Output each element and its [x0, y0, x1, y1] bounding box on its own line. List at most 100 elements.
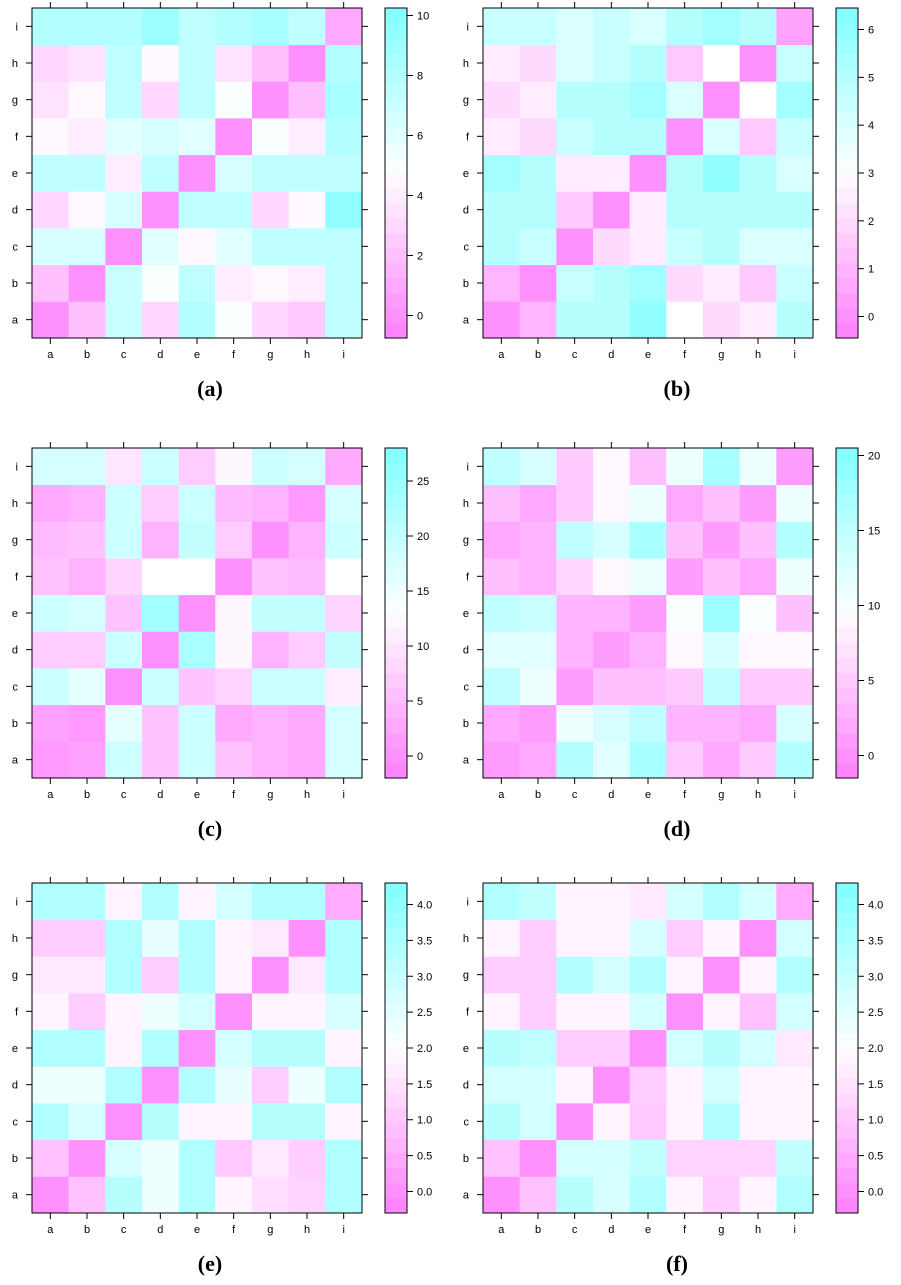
heatmap-cell	[666, 154, 704, 192]
heatmap-cell	[105, 521, 143, 559]
heatmap-cell	[556, 919, 594, 957]
heatmap-cell	[519, 191, 557, 229]
heatmap-cell	[483, 521, 521, 559]
heatmap-cell	[666, 919, 704, 957]
heatmap-cell	[739, 521, 777, 559]
y-tick-label: c	[13, 681, 19, 693]
heatmap-cell	[325, 558, 363, 596]
heatmap-cell	[739, 301, 777, 339]
heatmap-cell	[519, 81, 557, 119]
heatmap-cell	[252, 228, 290, 266]
colorbar-swatch	[385, 293, 407, 309]
heatmap-cell	[178, 44, 216, 82]
heatmap-cell	[68, 919, 106, 957]
heatmap-cell	[215, 1103, 253, 1141]
heatmap-cell	[556, 448, 594, 486]
heatmap-cell	[252, 668, 290, 706]
colorbar-swatch	[385, 748, 407, 764]
heatmap-cell	[105, 919, 143, 957]
x-tick-label: d	[608, 349, 614, 361]
heatmap-cell	[142, 484, 180, 522]
heatmap-e: a b c d e f g h i a b c d e f g h i 0.0 0.5 1.0 1.5 2.0 2.5 3.0 3…	[12, 877, 432, 1236]
heatmap-cell	[215, 154, 253, 192]
heatmap-cell	[593, 919, 631, 957]
colorbar-tick-label: 10	[417, 641, 429, 653]
heatmap-cell	[325, 631, 363, 669]
y-tick-label: b	[12, 718, 18, 730]
heatmap-cell	[32, 118, 70, 156]
heatmap-cell	[666, 558, 704, 596]
x-tick-label: b	[84, 789, 90, 801]
y-tick-label: c	[464, 241, 470, 253]
colorbar-tick-label: 0.0	[417, 1186, 432, 1198]
heatmap-cell	[556, 264, 594, 302]
y-tick-label: b	[12, 1153, 18, 1165]
heatmap-cell	[252, 741, 290, 779]
colorbar-swatch	[385, 113, 407, 129]
heatmap-cell	[703, 264, 741, 302]
heatmap-cell	[178, 558, 216, 596]
heatmap-cell	[483, 956, 521, 994]
heatmap-cell	[519, 883, 557, 921]
colorbar-swatch	[836, 898, 858, 914]
colorbar-swatch	[385, 1183, 407, 1199]
colorbar-tick-label: 3.5	[868, 935, 883, 947]
heatmap-cell	[519, 704, 557, 742]
heatmap-cell	[32, 594, 70, 632]
heatmap-cell	[629, 1176, 667, 1214]
heatmap-cell	[288, 993, 326, 1031]
colorbar-swatch	[385, 263, 407, 279]
heatmap-cell	[666, 631, 704, 669]
heatmap-cell	[739, 81, 777, 119]
heatmap-cell	[629, 1029, 667, 1067]
heatmap-cell	[593, 741, 631, 779]
heatmap-cell	[519, 521, 557, 559]
y-tick-label: d	[12, 205, 18, 217]
y-tick-label: e	[463, 168, 469, 180]
y-tick-label: h	[463, 933, 469, 945]
colorbar-swatch	[836, 1168, 858, 1184]
heatmap-cell	[739, 668, 777, 706]
colorbar-swatch	[836, 523, 858, 539]
panel-c: a b c d e f g h i a b c d e f g h i 0 5 10 15 20 25 (c)	[0, 440, 450, 860]
colorbar-swatch	[836, 1183, 858, 1199]
y-tick-label: f	[15, 131, 19, 143]
heatmap-cell	[68, 883, 106, 921]
x-tick-label: d	[157, 1224, 163, 1236]
colorbar-swatch	[385, 718, 407, 734]
x-tick-label: c	[572, 789, 578, 801]
heatmap-cell	[142, 1103, 180, 1141]
heatmap-cell	[666, 521, 704, 559]
heatmap-cell	[178, 1139, 216, 1177]
panel-label-f: (f)	[666, 1251, 688, 1276]
heatmap-cell	[288, 81, 326, 119]
heatmap-cell	[556, 301, 594, 339]
colorbar-swatch	[836, 883, 858, 899]
colorbar-swatch	[385, 1153, 407, 1169]
heatmap-cell	[629, 521, 667, 559]
panel-label-e: (e)	[197, 1251, 223, 1276]
x-tick-label: f	[683, 789, 687, 801]
heatmap-cell	[556, 993, 594, 1031]
heatmap-cell	[68, 154, 106, 192]
x-tick-label: i	[793, 789, 795, 801]
heatmap-cell	[556, 484, 594, 522]
heatmap-cell	[483, 44, 521, 82]
colorbar-swatch	[385, 448, 407, 464]
heatmap-cell	[519, 118, 557, 156]
colorbar-swatch	[836, 1138, 858, 1154]
heatmap-cell	[142, 301, 180, 339]
heatmap-cell	[325, 44, 363, 82]
colorbar-tick-label: 0	[868, 751, 874, 763]
colorbar-swatch	[385, 1093, 407, 1109]
y-tick-label: h	[12, 498, 18, 510]
colorbar-tick-label: 0	[417, 311, 423, 323]
colorbar-tick-label: 20	[417, 531, 429, 543]
heatmap-cell	[703, 558, 741, 596]
heatmap-cell	[215, 919, 253, 957]
heatmap-cell	[178, 883, 216, 921]
x-tick-label: i	[342, 349, 344, 361]
heatmap-cell	[215, 594, 253, 632]
y-tick-label: h	[463, 58, 469, 70]
colorbar-swatch	[385, 898, 407, 914]
